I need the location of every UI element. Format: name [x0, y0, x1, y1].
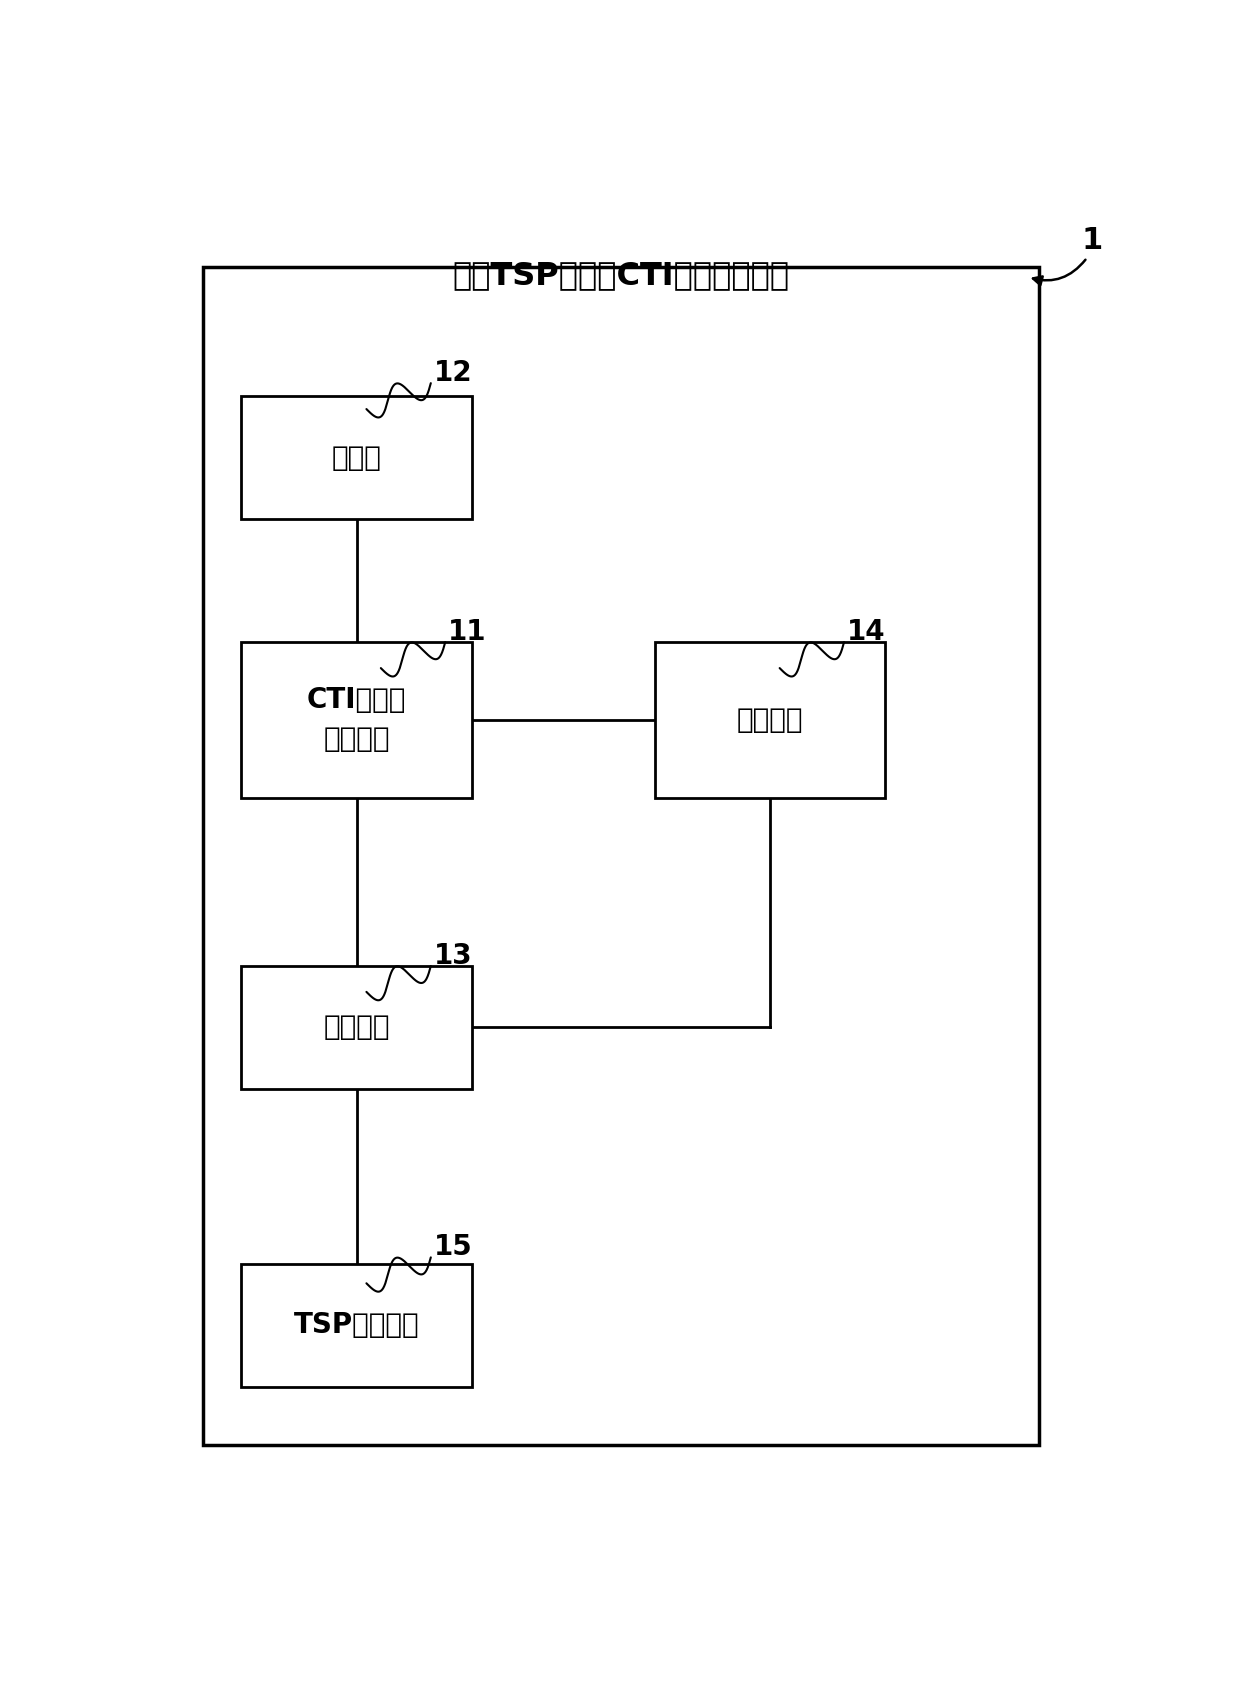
- Text: 基于TSP服务的CTI信号处理系统: 基于TSP服务的CTI信号处理系统: [453, 261, 790, 291]
- Bar: [242, 965, 472, 1088]
- Text: 11: 11: [448, 617, 486, 646]
- Text: 座席终端: 座席终端: [737, 706, 804, 733]
- Text: 客户端: 客户端: [332, 444, 382, 471]
- Text: 呼叫中心: 呼叫中心: [324, 1014, 391, 1041]
- Bar: [242, 397, 472, 520]
- Text: TSP支撑平台: TSP支撑平台: [294, 1312, 419, 1339]
- Bar: [242, 643, 472, 797]
- FancyArrowPatch shape: [1033, 259, 1085, 284]
- Bar: [655, 643, 885, 797]
- Text: 14: 14: [847, 617, 885, 646]
- Text: 1: 1: [1081, 225, 1102, 256]
- Text: CTI信号处
理服务端: CTI信号处 理服务端: [308, 686, 407, 754]
- Bar: [203, 267, 1039, 1445]
- Text: 15: 15: [434, 1233, 472, 1262]
- Text: 12: 12: [434, 358, 472, 387]
- Bar: [242, 1263, 472, 1388]
- Text: 13: 13: [434, 942, 472, 969]
